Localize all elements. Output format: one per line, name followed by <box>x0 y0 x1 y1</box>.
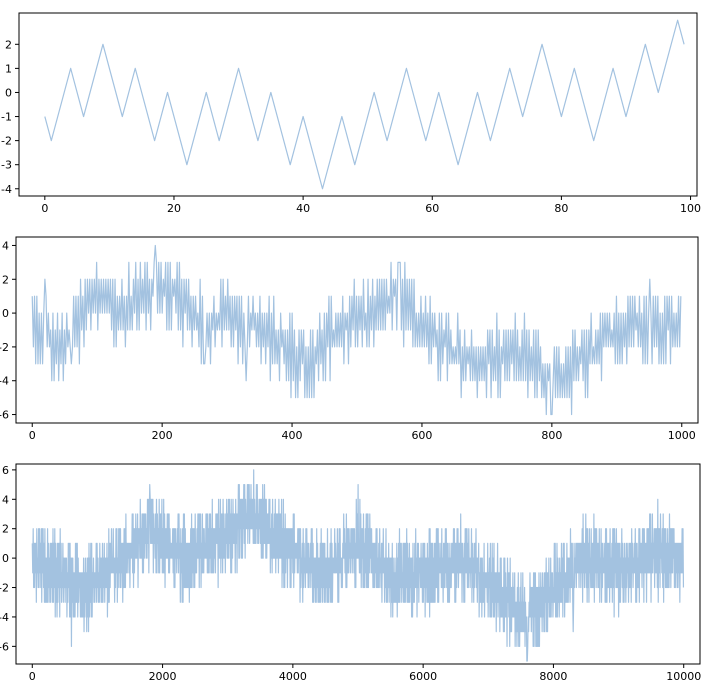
y-tick-label: 0 <box>2 307 9 320</box>
x-tick-label: 0 <box>29 670 36 683</box>
y-tick-label: 6 <box>2 464 9 477</box>
x-tick-label: 0 <box>29 429 36 442</box>
series-line <box>31 469 685 662</box>
x-tick-label: 8000 <box>539 670 567 683</box>
chart-panel-3: 0 2000 4000 6000 8000 10000 -6 -4 -2 0 2 4 6 <box>0 463 701 683</box>
y-tick-label: -6 <box>0 640 9 653</box>
y-tick-label: -4 <box>0 375 9 388</box>
x-tick-label: 80 <box>554 202 568 215</box>
series-line <box>31 244 682 416</box>
x-tick-label: 20 <box>167 202 181 215</box>
x-tick-label: 600 <box>411 429 432 442</box>
y-tick-label: 4 <box>2 239 9 252</box>
chart-panel-1: 0 20 40 60 80 100 -4 -3 -2 -1 0 1 2 <box>1 12 701 215</box>
y-tick-label: 2 <box>2 273 9 286</box>
y-tick-label: 0 <box>2 552 9 565</box>
x-tick-label: 2000 <box>149 670 177 683</box>
x-tick-label: 400 <box>282 429 303 442</box>
y-tick-label: -2 <box>1 135 12 148</box>
y-tick-label: 0 <box>5 86 12 99</box>
y-tick-label: 2 <box>5 38 12 51</box>
series-line <box>44 19 685 190</box>
y-tick-label: -3 <box>1 159 12 172</box>
y-tick-label: -6 <box>0 409 9 422</box>
x-tick-label: 40 <box>296 202 310 215</box>
x-tick-label: 60 <box>425 202 439 215</box>
x-tick-label: 4000 <box>279 670 307 683</box>
y-tick-label: -2 <box>0 341 9 354</box>
y-tick-label: 2 <box>2 523 9 536</box>
x-tick-label: 10000 <box>666 670 701 683</box>
chart-panel-2: 0 200 400 600 800 1000 -6 -4 -2 0 2 4 <box>0 236 699 442</box>
y-tick-label: -1 <box>1 111 12 124</box>
axes-frame <box>15 236 699 424</box>
axes-frame <box>15 463 701 665</box>
y-tick-label: 4 <box>2 493 9 506</box>
axes-frame <box>18 12 698 197</box>
x-tick-label: 200 <box>152 429 173 442</box>
y-tick-label: -2 <box>0 582 9 595</box>
x-tick-label: 800 <box>541 429 562 442</box>
y-tick-label: -4 <box>0 611 9 624</box>
y-tick-label: -4 <box>1 183 12 196</box>
y-tick-label: 1 <box>5 62 12 75</box>
x-tick-label: 0 <box>41 202 48 215</box>
x-tick-label: 100 <box>680 202 701 215</box>
x-tick-label: 1000 <box>668 429 696 442</box>
x-tick-label: 6000 <box>409 670 437 683</box>
